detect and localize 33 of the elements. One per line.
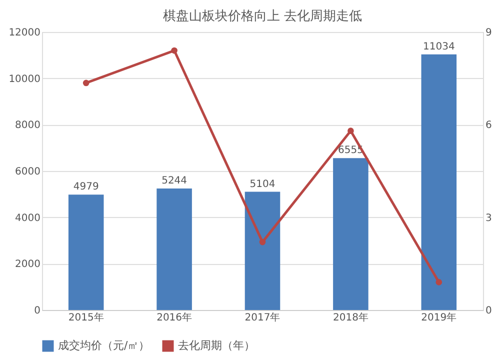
y-tick-label: 8000 [15,120,40,132]
y-tick-label: 0 [34,306,40,316]
bar [421,54,457,310]
bar [244,192,280,310]
x-tick-label: 2019年 [421,312,457,324]
y-tick-label: 6000 [15,166,40,178]
data-label: 4979 [73,182,99,193]
y-tick-label: 4000 [15,212,40,224]
bar [333,158,368,310]
point [348,128,354,134]
point [436,279,442,286]
x-tick-label: 2016年 [156,312,192,324]
x-tick-label: 2018年 [332,312,368,324]
y-tick-label: 12000 [8,28,40,38]
y2-tick-label: 3 [486,212,492,224]
point [259,238,266,246]
legend-label: 去化周期（年） [178,339,255,352]
legend-label: 成交均价（元/㎡） [58,339,150,352]
chart-title: 棋盘山板块价格向上 去化周期走低 [162,9,362,24]
data-label: 11034 [422,41,455,52]
point [171,47,178,54]
y-tick-label: 10000 [8,74,40,85]
data-label: 5244 [162,176,188,187]
y2-tick-label: 9 [486,28,492,38]
bar [156,188,192,310]
data-label: 5104 [250,178,276,190]
y2-tick-label: 0 [486,306,492,316]
x-tick-label: 2015年 [68,312,104,324]
y-tick-label: 2000 [15,259,40,270]
x-tick-label: 2017年 [244,312,280,324]
point [82,80,90,86]
bar [68,194,104,310]
y2-tick-label: 6 [486,120,492,132]
